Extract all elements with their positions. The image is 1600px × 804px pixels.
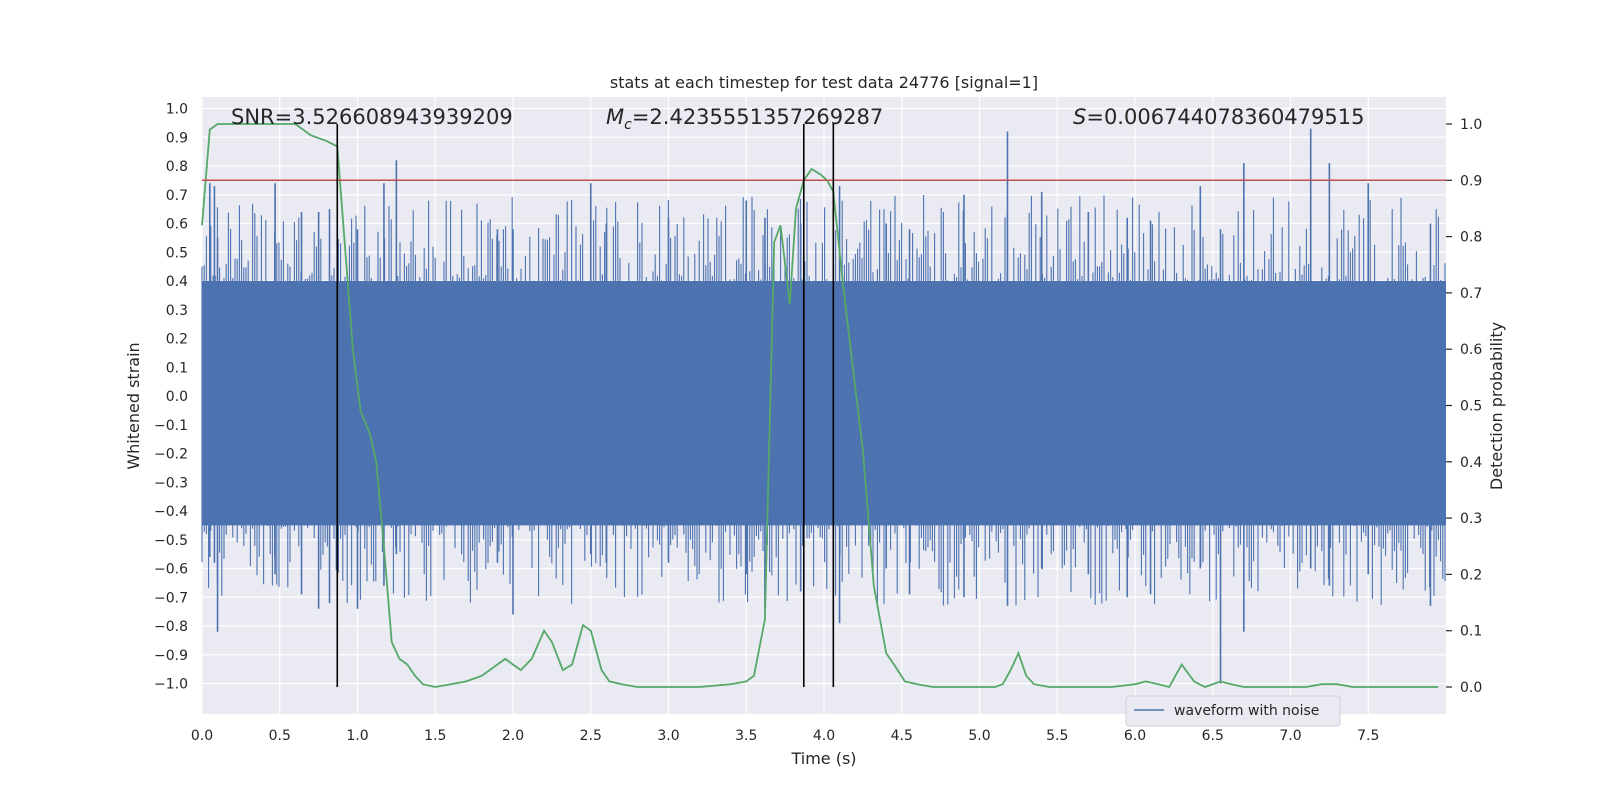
y-tick-label: −0.4: [154, 504, 188, 520]
y2-tick-label: 0.0: [1460, 680, 1482, 696]
y-tick-label: −0.7: [154, 590, 188, 606]
y2-tick-label: 0.7: [1460, 286, 1482, 302]
x-tick-label: 2.5: [580, 728, 602, 744]
chirp-mass-value: =2.4235551357269287: [632, 105, 883, 129]
y-tick-labels: 1.0 0.9 0.8 0.7 0.6 0.5 0.4 0.3 0.2 0.1 0.0 −0.1 −0.…: [154, 102, 188, 693]
y2-tick-label: 0.1: [1460, 624, 1482, 640]
y-tick-label: 0.4: [166, 274, 188, 290]
waveform-noise: [201, 195, 1446, 606]
y-tick-label: −0.8: [154, 619, 188, 635]
y-tick-label: 1.0: [166, 102, 188, 118]
s-value: =0.006744078360479515: [1086, 105, 1364, 129]
x-tick-label: 4.5: [891, 728, 913, 744]
y2-tick-label: 0.5: [1460, 399, 1482, 415]
chart-title: stats at each timestep for test data 247…: [610, 73, 1038, 92]
x-tick-label: 3.0: [657, 728, 679, 744]
x-tick-label: 1.0: [346, 728, 368, 744]
vertical-markers: [336, 124, 835, 687]
legend-label-waveform: waveform with noise: [1174, 703, 1319, 719]
s-symbol: S: [1073, 105, 1086, 129]
y-tick-label: 0.5: [166, 245, 188, 261]
y2-tick-label: 1.0: [1460, 117, 1482, 133]
x-tick-label: 3.5: [735, 728, 757, 744]
y-tick-label: −0.1: [154, 418, 188, 434]
x-tick-label: 5.0: [968, 728, 990, 744]
y2-tick-label: 0.9: [1460, 173, 1482, 189]
x-tick-label: 7.5: [1357, 728, 1379, 744]
y-tick-label: −0.3: [154, 475, 188, 491]
x-tick-labels: 0.0 0.5 1.0 1.5 2.0 2.5 3.0 3.5 4.0 4.5 5.0 5.5 6.0 6…: [191, 728, 1380, 744]
y2-tick-label: 0.4: [1460, 455, 1482, 471]
y-tick-label: 0.0: [166, 389, 188, 405]
x-tick-label: 2.0: [502, 728, 524, 744]
y-tick-label: −0.2: [154, 447, 188, 463]
probability-series: [201, 123, 1439, 689]
legend: waveform with noise: [1125, 695, 1341, 727]
waveform-spikes: [201, 128, 1446, 684]
y-tick-label: 0.1: [166, 360, 188, 376]
x-tick-label: 7.0: [1279, 728, 1301, 744]
x-tick-label: 6.5: [1202, 728, 1224, 744]
legend-box: [1125, 695, 1341, 727]
y-tick-label: 0.2: [166, 332, 188, 348]
x-tick-label: 4.0: [813, 728, 835, 744]
y-tick-label: 0.8: [166, 159, 188, 175]
y-tick-label: −0.9: [154, 648, 188, 664]
y2-tick-label: 0.8: [1460, 230, 1482, 246]
y2-tick-label: 0.2: [1460, 567, 1482, 583]
y-tick-label: 0.6: [166, 217, 188, 233]
chirp-mass-symbol: M: [606, 105, 624, 129]
snr-annotation: SNR=3.526608943939209: [231, 105, 513, 129]
y-tick-label: 0.7: [166, 188, 188, 204]
y2-axis-label: Detection probability: [1487, 322, 1506, 490]
y2-tick-label: 0.3: [1460, 511, 1482, 527]
x-tick-label: 0.0: [191, 728, 213, 744]
x-tick-label: 5.5: [1046, 728, 1068, 744]
x-tick-label: 1.5: [424, 728, 446, 744]
chirp-mass-annotation: Mc=2.4235551357269287: [606, 105, 883, 133]
x-axis-label: Time (s): [790, 749, 856, 768]
y2-tick-label: 0.6: [1460, 342, 1482, 358]
y-tick-label: −1.0: [154, 677, 188, 693]
x-tick-label: 0.5: [269, 728, 291, 744]
chirp-mass-subscript: c: [624, 117, 632, 133]
y-axis-label: Whitened strain: [124, 342, 143, 469]
x-tick-label: 6.0: [1124, 728, 1146, 744]
y2-tick-labels: 1.0 0.9 0.8 0.7 0.6 0.5 0.4 0.3 0.2 0.1 0.0: [1446, 117, 1482, 696]
probability-line: [201, 123, 1439, 689]
y-tick-label: −0.5: [154, 533, 188, 549]
s-annotation: S=0.006744078360479515: [1073, 105, 1364, 129]
y-tick-label: −0.6: [154, 562, 188, 578]
y-tick-label: 0.9: [166, 130, 188, 146]
y-tick-label: 0.3: [166, 303, 188, 319]
